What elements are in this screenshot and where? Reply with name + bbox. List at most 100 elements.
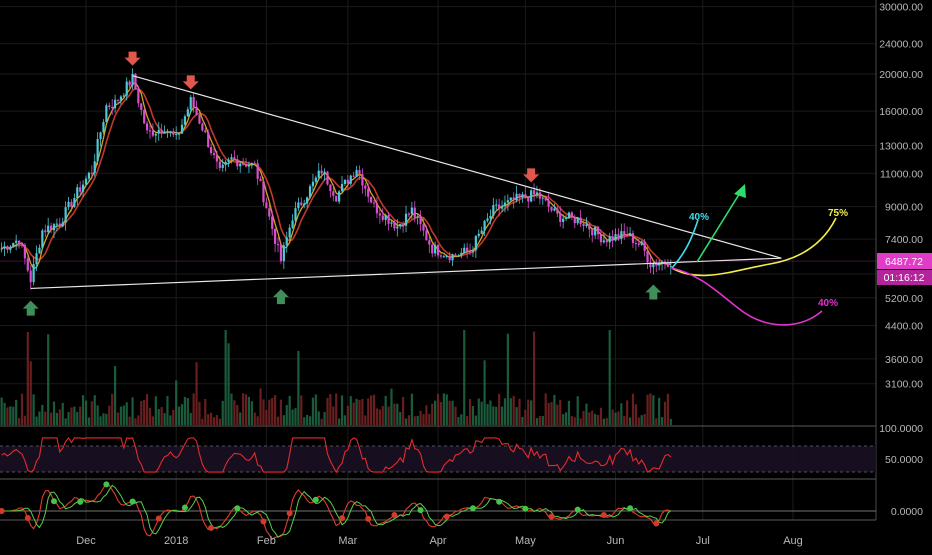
- volume-bar: [338, 418, 341, 425]
- candle-body: [372, 202, 376, 204]
- price-tick-label: 4400.00: [885, 321, 923, 333]
- volume-bar: [288, 395, 291, 425]
- candle-body: [538, 192, 541, 199]
- volume-bar: [393, 403, 396, 425]
- candle-body: [67, 201, 70, 208]
- candle-body: [582, 223, 585, 227]
- volume-bar: [84, 400, 88, 425]
- volume-bar: [480, 401, 483, 425]
- volume-bar: [175, 380, 178, 425]
- volume-bar: [116, 412, 120, 425]
- candle-body: [332, 191, 335, 196]
- volume-bar: [221, 400, 224, 425]
- candle-body: [434, 245, 437, 254]
- candle-body: [451, 254, 454, 261]
- candle-body: [669, 265, 672, 267]
- volume-bar: [111, 393, 114, 425]
- candle-body: [585, 224, 588, 227]
- volume-bar: [367, 398, 370, 425]
- down-arrow-icon: [523, 168, 540, 183]
- candle-body: [640, 241, 643, 245]
- macd-cross-dot: [181, 504, 188, 511]
- volume-bar: [61, 402, 64, 425]
- candle-body: [154, 133, 157, 136]
- volume-bar: [122, 405, 125, 425]
- volume-bar: [17, 418, 21, 425]
- candle-body: [96, 139, 99, 162]
- candle-body: [175, 134, 178, 136]
- candle-body: [329, 184, 332, 192]
- candle-body: [166, 131, 169, 133]
- volume-bar: [404, 418, 408, 425]
- candle-body: [282, 245, 285, 262]
- candle-body: [236, 159, 239, 167]
- candle-body: [180, 124, 184, 134]
- macd-cross-dot: [443, 513, 450, 520]
- volume-bar: [166, 396, 169, 425]
- candle-body: [294, 208, 297, 221]
- volume-bar: [658, 397, 661, 425]
- volume-bar: [189, 412, 192, 425]
- macd-cross-dot: [0, 508, 5, 514]
- candle-body: [207, 132, 210, 148]
- volume-bar: [503, 398, 507, 425]
- candle-body: [61, 222, 64, 226]
- candle-body: [399, 224, 402, 227]
- volume-bar: [596, 415, 600, 425]
- candle-body: [591, 229, 594, 236]
- volume-bar: [553, 394, 556, 425]
- candle-body: [128, 81, 131, 86]
- macd-cross-dot: [50, 498, 57, 505]
- volume-bar: [614, 412, 617, 425]
- candle-body: [314, 177, 317, 182]
- trendline-lower: [30, 257, 782, 290]
- volume-bar: [279, 399, 283, 425]
- volume-bar: [262, 399, 265, 425]
- candle-body: [3, 246, 6, 249]
- volume-bar: [157, 409, 160, 425]
- time-tick-label: Jul: [696, 535, 710, 547]
- candle-body: [250, 162, 253, 166]
- candle-body: [143, 110, 146, 124]
- candle-body: [23, 244, 27, 259]
- candle-body: [445, 255, 448, 257]
- candle-body: [448, 255, 451, 261]
- volume-bar: [300, 395, 303, 425]
- volume-bar: [468, 399, 472, 425]
- candle-body: [41, 230, 44, 248]
- candle-body: [317, 170, 320, 178]
- projection-magenta-line: [671, 267, 823, 326]
- macd-cross-dot: [548, 513, 555, 520]
- macd-cross-dot: [103, 481, 110, 488]
- candle-body: [218, 161, 221, 168]
- volume-bar: [134, 418, 137, 425]
- last-price-value: 6487.72: [885, 256, 923, 268]
- candle-body: [131, 73, 134, 86]
- up-arrow-icon: [272, 289, 289, 305]
- candle-body: [320, 170, 323, 174]
- volume-bar: [419, 410, 422, 425]
- candle-body: [227, 159, 230, 162]
- candle-body: [233, 157, 236, 160]
- candle-body: [471, 250, 475, 252]
- volume-bar: [32, 394, 35, 425]
- macd-cross-dot: [627, 505, 634, 512]
- volume-bar: [463, 330, 466, 425]
- candle-body: [431, 244, 434, 254]
- candle-body: [384, 214, 387, 220]
- volume-bar: [445, 394, 448, 425]
- volume-bar: [352, 402, 355, 425]
- volume-bar: [268, 399, 271, 425]
- volume-bar: [186, 398, 189, 425]
- candle-body: [352, 175, 355, 177]
- macd-cross-dot: [365, 515, 372, 522]
- candle-body: [303, 203, 306, 206]
- candle-body: [189, 97, 192, 110]
- volume-bar: [256, 416, 259, 425]
- candle-body: [436, 245, 440, 256]
- volume-bar: [282, 415, 285, 425]
- candle-body: [626, 234, 629, 236]
- candle-body: [308, 186, 312, 198]
